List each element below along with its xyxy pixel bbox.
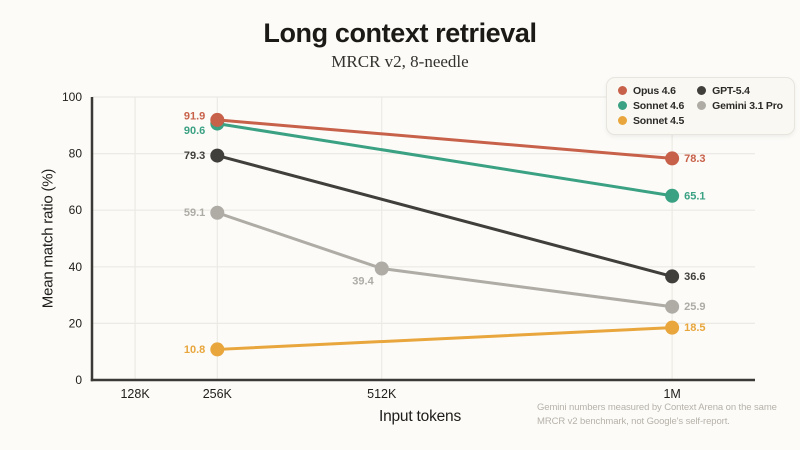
y-tick-label: 100 [62, 90, 82, 104]
value-label: 79.3 [184, 150, 205, 162]
footnote: Gemini numbers measured by Context Arena… [537, 402, 777, 428]
legend-column: Opus 4.6 Sonnet 4.6 Sonnet 4.5 [618, 84, 684, 128]
legend-dot-icon [697, 86, 707, 96]
value-label: 90.6 [184, 125, 205, 137]
data-point [665, 151, 680, 166]
data-point [665, 269, 680, 284]
y-axis-title: Mean match ratio (%) [39, 168, 57, 309]
legend-column: GPT-5.4 Gemini 3.1 Pro [697, 84, 783, 128]
chart-legend: Opus 4.6 Sonnet 4.6 Sonnet 4.5 GPT-5.4 Gemin… [606, 77, 795, 135]
value-label: 10.8 [184, 344, 205, 356]
data-point [665, 188, 680, 203]
page-title: Long context retrieval [263, 18, 537, 48]
x-axis-title: Input tokens [378, 408, 462, 425]
data-point [210, 205, 225, 220]
legend-item: GPT-5.4 [697, 84, 783, 98]
series-line-gpt-5-4 [215, 154, 674, 278]
legend-label: Sonnet 4.6 [633, 99, 685, 112]
legend-label: Sonnet 4.5 [633, 114, 685, 127]
y-tick-label: 80 [69, 147, 83, 161]
value-label: 65.1 [684, 190, 705, 202]
series-line-opus-4-6 [215, 118, 674, 160]
legend-dot-icon [618, 86, 627, 96]
y-tick-label: 40 [69, 260, 83, 274]
legend-label: Opus 4.6 [633, 84, 676, 97]
value-label: 18.5 [684, 322, 705, 334]
value-label: 78.3 [684, 153, 705, 165]
data-point [374, 261, 389, 276]
page-subtitle: MRCR v2, 8-needle [331, 52, 469, 71]
legend-dot-icon [618, 116, 627, 126]
y-tick-label: 60 [69, 203, 83, 217]
data-point [665, 299, 680, 314]
y-tick-label: 0 [75, 373, 82, 387]
series-line-sonnet-4-5 [215, 326, 674, 351]
x-tick-label: 512K [367, 387, 397, 401]
legend-item: Sonnet 4.6 [618, 99, 684, 113]
x-tick-label: 1M [663, 387, 680, 401]
legend-item: Gemini 3.1 Pro [697, 99, 783, 113]
data-point [210, 342, 225, 357]
value-label: 59.1 [184, 207, 205, 219]
legend-label: Gemini 3.1 Pro [712, 99, 783, 112]
data-point [665, 320, 680, 335]
legend-dot-icon [618, 101, 627, 111]
value-label: 36.6 [684, 271, 705, 283]
x-tick-label: 128K [120, 387, 150, 401]
legend-label: GPT-5.4 [712, 84, 750, 97]
value-label: 91.9 [184, 110, 205, 122]
x-tick-label: 256K [203, 387, 233, 401]
value-label: 39.4 [352, 275, 374, 287]
series-line-sonnet-4-6 [215, 122, 674, 198]
legend-item: Opus 4.6 [618, 84, 684, 98]
data-point [210, 148, 225, 163]
legend-dot-icon [697, 101, 707, 111]
legend-item: Sonnet 4.5 [618, 114, 684, 128]
value-label: 25.9 [684, 301, 705, 313]
data-point [210, 112, 225, 127]
y-tick-label: 20 [69, 316, 83, 330]
